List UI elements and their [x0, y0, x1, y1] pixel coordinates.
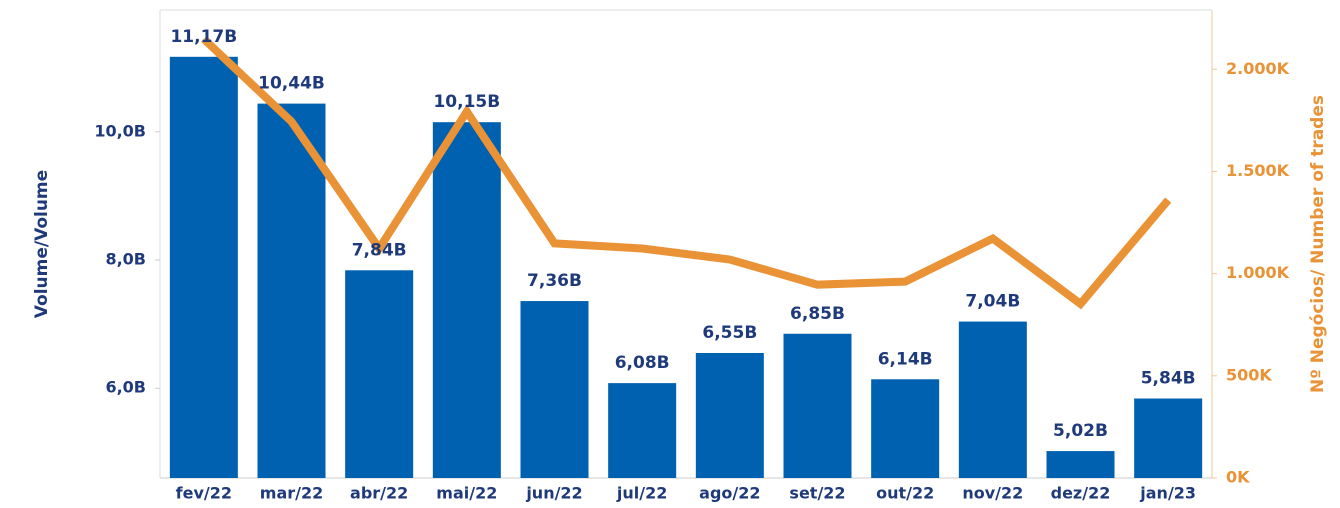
value-label: 6,55B [702, 323, 757, 343]
value-label: 6,14B [878, 349, 933, 369]
bar [1134, 398, 1203, 478]
value-label: 6,08B [615, 353, 670, 373]
bar [1046, 451, 1115, 478]
value-label: 5,84B [1141, 369, 1196, 389]
value-label: 6,85B [790, 304, 845, 324]
y2-tick-label: 1.500K [1226, 161, 1290, 180]
y2-tick-label: 2.000K [1226, 59, 1290, 78]
value-label: 7,84B [352, 240, 407, 260]
y-tick-label: 10,0B [94, 121, 146, 140]
x-tick-label: jun/22 [525, 484, 582, 503]
y2-tick-label: 500K [1226, 365, 1272, 384]
x-tick-label: mai/22 [436, 484, 497, 503]
x-tick-label: mar/22 [260, 484, 323, 503]
y2-tick-label: 1.000K [1226, 263, 1290, 282]
x-tick-label: out/22 [876, 484, 934, 503]
value-label: 10,15B [433, 92, 500, 112]
value-label: 10,44B [258, 74, 325, 94]
bar [958, 321, 1027, 478]
bar [169, 56, 238, 479]
x-tick-label: set/22 [789, 484, 845, 503]
y-tick-label: 8,0B [105, 250, 146, 269]
x-tick-label: ago/22 [699, 484, 760, 503]
y2-tick-label: 0K [1226, 468, 1250, 487]
x-tick-label: abr/22 [350, 484, 408, 503]
x-tick-label: jan/23 [1139, 484, 1196, 503]
y2-axis-title: Nº Negócios/ Number of trades [1308, 95, 1328, 393]
y-tick-label: 6,0B [105, 378, 146, 397]
value-label: 7,04B [965, 292, 1020, 312]
x-tick-label: nov/22 [962, 484, 1023, 503]
value-label: 5,02B [1053, 421, 1108, 441]
bar [783, 333, 852, 478]
x-tick-label: dez/22 [1051, 484, 1111, 503]
bar [432, 122, 501, 479]
bar [345, 270, 414, 478]
bar [871, 379, 940, 478]
trades-line [201, 36, 1172, 310]
x-tick-label: jul/22 [616, 484, 667, 503]
bar [257, 103, 326, 478]
value-label: 7,36B [527, 271, 582, 291]
value-label: 11,17B [170, 27, 237, 47]
bar [695, 352, 764, 478]
y-axis-title: Volume/Volume [32, 170, 52, 318]
x-tick-label: fev/22 [176, 484, 232, 503]
bar [520, 301, 589, 478]
bar [608, 383, 677, 478]
